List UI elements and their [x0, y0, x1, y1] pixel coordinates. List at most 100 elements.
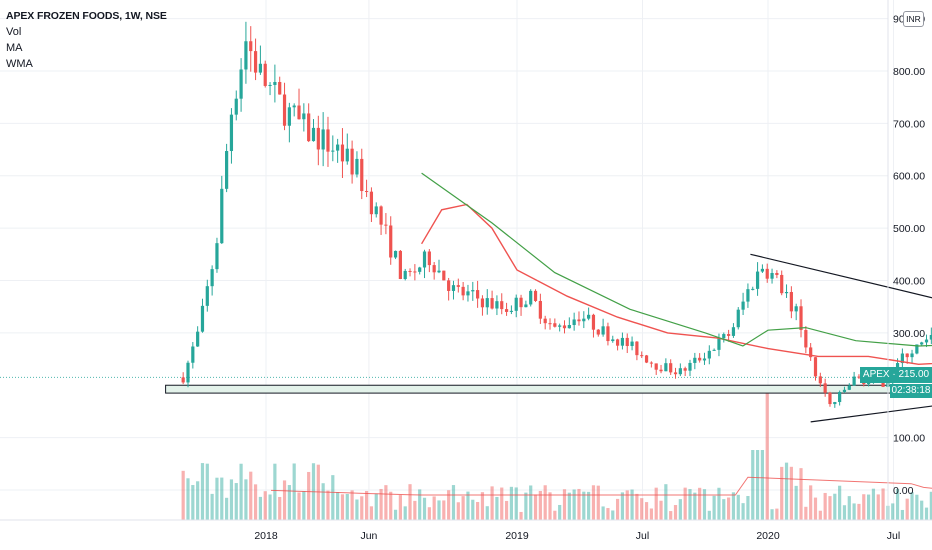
volume-bar — [461, 496, 465, 520]
chart-title: APEX FROZEN FOODS, 1W, NSE — [6, 10, 167, 22]
candle-body — [369, 191, 374, 215]
candle-body — [355, 158, 359, 175]
volume-bar — [234, 483, 238, 520]
volume-bar — [196, 481, 200, 520]
candle-body — [514, 297, 518, 311]
volume-bar — [210, 493, 214, 520]
volume-bar — [519, 511, 523, 520]
candle-body — [780, 274, 784, 294]
volume-bar — [924, 507, 929, 520]
candle-body — [500, 301, 504, 310]
volume-bar — [258, 496, 263, 520]
candle-body — [625, 337, 629, 347]
candle-body — [809, 347, 813, 358]
volume-bar — [630, 489, 634, 520]
candle-body — [408, 270, 412, 272]
candle-body — [321, 129, 325, 150]
volume-bar — [369, 506, 374, 520]
candle-body — [350, 148, 354, 175]
candle-body — [225, 151, 229, 189]
price-axis[interactable]: 900.00800.00700.00600.00500.00400.00300.… — [893, 14, 925, 497]
volume-bar — [558, 504, 562, 520]
legend-wma[interactable]: WMA — [6, 58, 33, 70]
bar-countdown-label: 02:38:18 — [890, 384, 932, 398]
candle-body — [268, 84, 272, 86]
volume-bar — [451, 485, 456, 520]
candle-body — [905, 353, 909, 358]
volume-bar — [548, 492, 552, 520]
candle-body — [548, 323, 552, 325]
volume-bar — [591, 485, 596, 520]
candle-body — [529, 290, 533, 305]
volume-bar — [866, 494, 871, 520]
candle-body — [775, 272, 779, 275]
volume-bar — [693, 492, 697, 520]
candle-body — [504, 309, 509, 312]
volume-bar — [355, 499, 359, 520]
volume-bar — [422, 497, 427, 520]
volume-bar — [910, 492, 914, 520]
candle-body — [755, 271, 760, 289]
volume-bar — [345, 493, 349, 520]
currency-badge[interactable]: INR — [903, 11, 924, 27]
volume-bar — [862, 494, 866, 520]
volume-bar — [282, 480, 287, 520]
time-axis[interactable]: 2018Jun2019Jul2020Jul2021Jun2022Jun — [254, 530, 932, 542]
candle-body — [915, 344, 919, 354]
volume-bar — [673, 505, 678, 520]
legend-volume[interactable]: Vol — [6, 26, 22, 38]
time-tick-label: Jul — [636, 530, 649, 542]
candle-body — [910, 353, 914, 358]
volume-bar — [640, 498, 644, 520]
candle-body — [538, 300, 542, 319]
candle-body — [722, 334, 726, 339]
candle-body — [601, 326, 605, 335]
volume-bar — [789, 466, 793, 520]
candle-body — [693, 357, 697, 363]
volume-bar — [688, 489, 692, 520]
candle-body — [519, 297, 523, 308]
volume-bar — [664, 484, 668, 520]
volume-bars — [181, 392, 932, 520]
trendline — [750, 253, 932, 299]
volume-bar — [500, 487, 504, 520]
volume-bar — [360, 496, 364, 520]
candle-body — [669, 363, 673, 373]
volume-bar — [582, 491, 586, 520]
volume-bar — [799, 468, 803, 520]
candle-body — [838, 391, 842, 403]
candle-body — [374, 206, 378, 215]
volume-bar — [905, 498, 909, 520]
candle-body — [702, 358, 707, 361]
volume-bar — [504, 500, 509, 520]
candle-body — [311, 127, 316, 142]
candle-body — [567, 325, 571, 329]
volume-bar — [615, 498, 620, 520]
price-tick-label: 300.00 — [893, 328, 925, 340]
volume-bar — [418, 489, 422, 520]
volume-bar — [253, 484, 258, 520]
volume-bar — [471, 499, 475, 520]
volume-bar — [620, 492, 625, 520]
moving-averages — [420, 172, 932, 366]
volume-bar — [746, 496, 750, 520]
volume-bar — [524, 492, 528, 520]
volume-bar — [364, 490, 369, 520]
volume-bar — [891, 503, 895, 520]
support-zone[interactable] — [165, 384, 932, 394]
volume-bar — [297, 492, 301, 520]
legend-ma[interactable]: MA — [6, 42, 23, 54]
candle-body — [562, 325, 567, 329]
trendlines[interactable] — [750, 253, 932, 423]
candle-body — [698, 357, 702, 361]
time-tick-label: 2018 — [254, 530, 278, 542]
volume-bar — [751, 450, 755, 520]
candle-body — [336, 144, 340, 151]
candle-body — [649, 362, 653, 364]
candle-body — [717, 338, 721, 350]
candle-body — [813, 357, 818, 377]
candle-body — [471, 290, 475, 292]
volume-bar — [683, 487, 687, 520]
candle-body — [413, 271, 417, 273]
